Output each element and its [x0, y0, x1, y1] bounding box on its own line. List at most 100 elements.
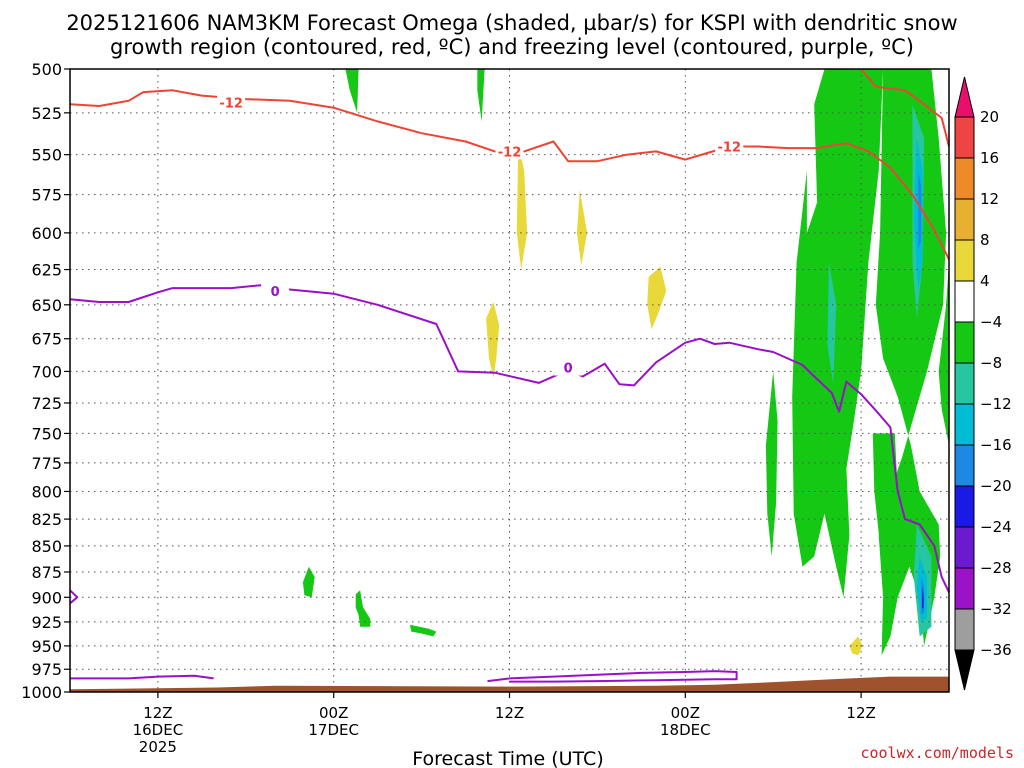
omega-region [827, 262, 837, 385]
omega-region [477, 69, 485, 122]
y-tick-label: 825 [31, 510, 62, 529]
colorbar-label: −32 [980, 600, 1012, 618]
colorbar-label: −12 [980, 395, 1012, 413]
chart-title-line2: growth region (contoured, red, ºC) and f… [110, 35, 914, 59]
contour-labels-layer: -12 -12 -12 0 0 [217, 94, 744, 377]
credit-link[interactable]: coolwx.com/models [860, 744, 1014, 762]
colorbar-label: 20 [980, 108, 999, 126]
omega-region [486, 302, 500, 378]
omega-shading-layer [302, 69, 949, 656]
omega-region [938, 262, 949, 446]
colorbar-segment [954, 485, 975, 528]
contour-line [860, 68, 950, 147]
colorbar-label: −36 [980, 641, 1012, 659]
colorbar-segment [954, 444, 975, 487]
contour-label-bg [554, 359, 583, 376]
colorbar-segment [954, 280, 975, 323]
x-tick-label: 12Z [143, 704, 172, 722]
omega-region [921, 587, 924, 610]
omega-region [918, 170, 922, 251]
chart-title-line1: 2025121606 NAM3KM Forecast Omega (shaded… [66, 11, 957, 35]
x-axis-label: Forecast Time (UTC) [412, 748, 603, 768]
colorbar-label: 12 [980, 190, 999, 208]
y-tick-label: 975 [31, 660, 62, 679]
ground-layer [70, 676, 949, 692]
y-tick-label: 900 [31, 588, 62, 607]
grid-lines [70, 69, 949, 692]
colorbar-segment [954, 239, 975, 282]
colorbar-label: 4 [980, 272, 990, 290]
x-tick-label: 16DEC [133, 721, 184, 739]
omega-region [355, 590, 371, 627]
colorbar-segment [954, 526, 975, 569]
y-tick-label: 600 [31, 224, 62, 243]
y-tick-label: 700 [31, 362, 62, 381]
y-tick-label: 725 [31, 394, 62, 413]
y-tick-label: 800 [31, 482, 62, 501]
contour-line [69, 89, 950, 260]
x-tick-label: 00Z [319, 704, 348, 722]
y-tick-label: 575 [31, 186, 62, 205]
omega-region [302, 566, 315, 598]
contour-label: -12 [219, 97, 243, 112]
x-tick-label: 00Z [671, 704, 700, 722]
colorbar-segment [954, 198, 975, 241]
colorbar-segment [954, 362, 975, 405]
y-tick-label: 500 [31, 60, 62, 79]
y-tick-label: 875 [31, 563, 62, 582]
contour-label-bg [261, 282, 290, 299]
colorbar-label: 8 [980, 231, 990, 249]
contour-label: 0 [271, 285, 280, 300]
y-tick-label: 525 [31, 104, 62, 123]
colorbar-segment [954, 403, 975, 446]
colorbar-label: 16 [980, 149, 999, 167]
contour-label: 0 [564, 362, 573, 377]
contour-label-bg [217, 94, 246, 111]
omega-region [913, 138, 923, 291]
x-tick-label: 18DEC [660, 721, 711, 739]
colorbar-segment [954, 116, 975, 159]
colorbar-segment [954, 157, 975, 200]
omega-region [516, 141, 528, 270]
omega-region [409, 624, 437, 637]
y-axis: 500 525 550 575 600 625 650 675 700 725 750 775 800 8… [21, 60, 70, 702]
colorbar-segment [954, 567, 975, 610]
omega-region [875, 69, 947, 656]
colorbar-label: −20 [980, 477, 1012, 495]
y-tick-label: 850 [31, 537, 62, 556]
colorbar-segment [954, 321, 975, 364]
contour-label-bg [715, 138, 744, 155]
colorbar-label: −28 [980, 559, 1012, 577]
contour-label-bg [495, 143, 524, 160]
omega-region [647, 266, 667, 330]
colorbar-label: −4 [980, 313, 1002, 331]
y-tick-label: 1000 [21, 683, 62, 702]
colorbar-triangle-low [954, 649, 975, 691]
y-tick-label: 775 [31, 454, 62, 473]
colorbar-label: −8 [980, 354, 1002, 372]
contour-line [487, 670, 738, 683]
contour-lines-layer [69, 68, 950, 683]
colorbar-label: −16 [980, 436, 1012, 454]
y-tick-label: 550 [31, 146, 62, 165]
y-tick-label: 675 [31, 330, 62, 349]
colorbar-segment [954, 608, 975, 651]
colorbar: −36 −32 −28 −24 −20 −16 −12 −8 −4 4 8 12 16 20 [954, 76, 1012, 691]
colorbar-label: −24 [980, 518, 1012, 536]
x-tick-label: 12Z [846, 704, 875, 722]
x-tick-label: 12Z [495, 704, 524, 722]
contour-line [69, 589, 79, 605]
contour-label: -12 [718, 140, 742, 155]
y-tick-label: 650 [31, 296, 62, 315]
y-tick-label: 925 [31, 613, 62, 632]
contour-line [69, 284, 950, 593]
contour-label: -12 [498, 145, 522, 160]
omega-region [576, 189, 588, 266]
y-tick-label: 750 [31, 424, 62, 443]
y-tick-label: 950 [31, 637, 62, 656]
x-tick-label: 17DEC [308, 721, 359, 739]
omega-region [792, 69, 884, 598]
omega-region [765, 371, 778, 557]
